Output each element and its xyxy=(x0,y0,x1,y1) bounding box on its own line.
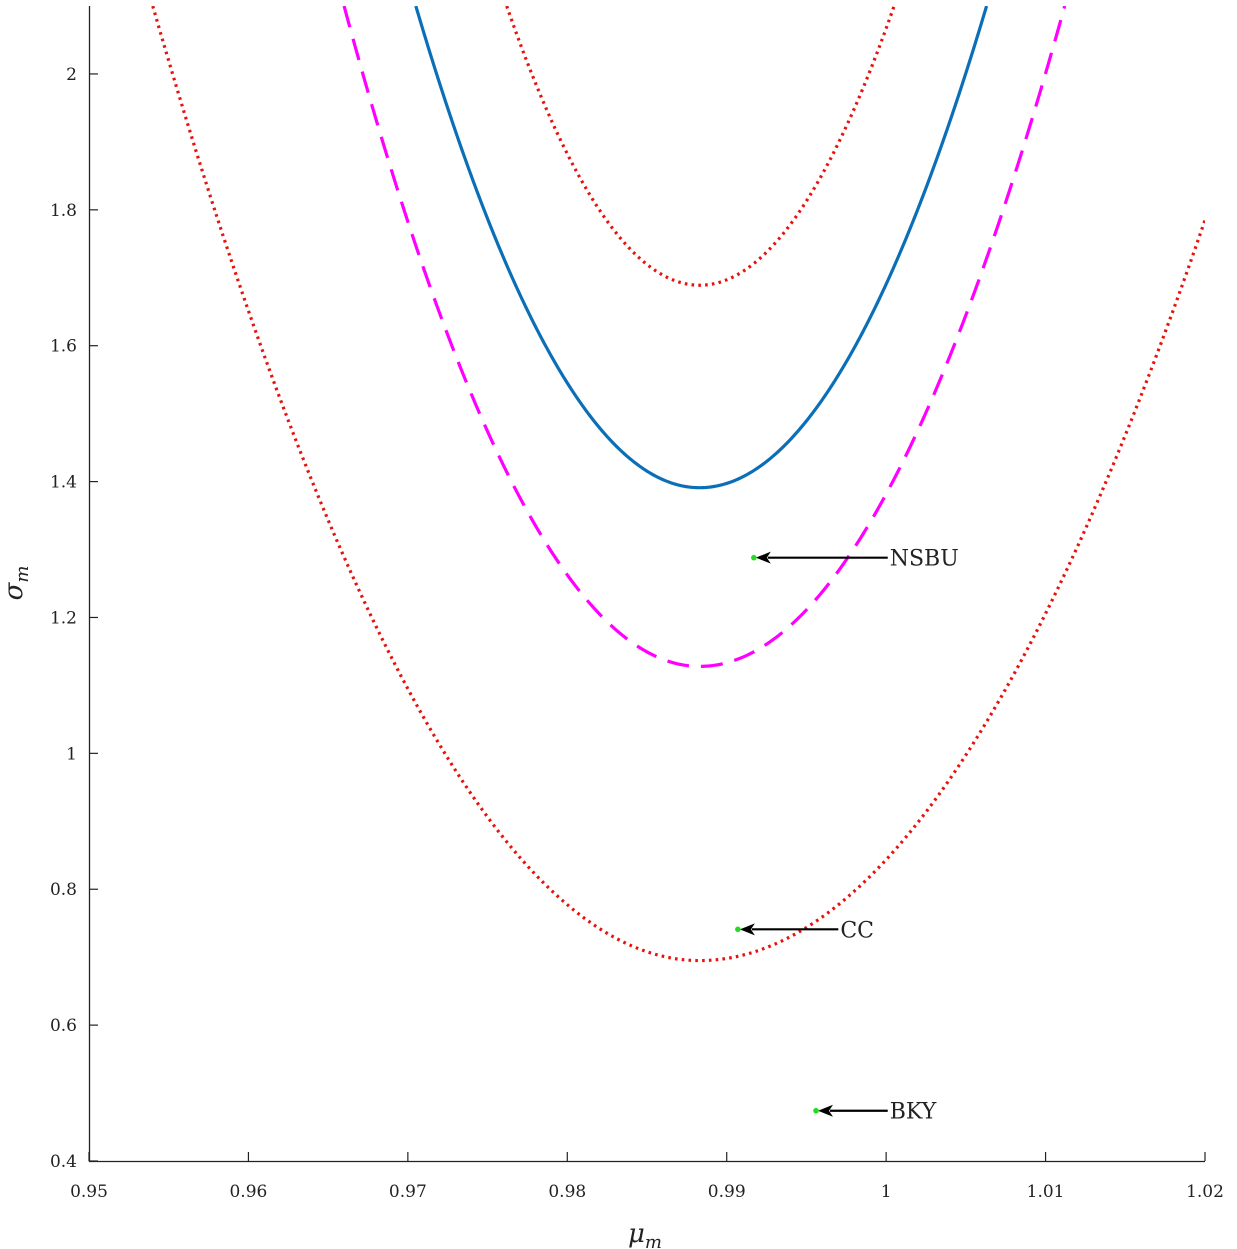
point-annotations: NSBU CC BKY xyxy=(735,547,959,1125)
x-tick-label: 0.96 xyxy=(229,1182,267,1202)
annotation-arrowhead xyxy=(817,1104,833,1117)
x-ticks: 0.95 0.96 0.97 0.98 0.99 1 1.01 1.02 xyxy=(70,1152,1224,1202)
x-tick-label: 0.95 xyxy=(70,1182,108,1202)
point-label: CC xyxy=(840,918,874,943)
x-axis-label: μm xyxy=(628,1219,662,1249)
x-tick-label: 0.98 xyxy=(548,1182,586,1202)
curves-layer xyxy=(151,6,1205,963)
data-point xyxy=(813,1107,819,1114)
x-axis-label-subscript: m xyxy=(645,1232,662,1249)
y-axis-label: σm xyxy=(0,566,33,601)
x-tick-label: 1 xyxy=(881,1182,892,1202)
y-tick-label: 1.6 xyxy=(50,337,77,357)
series-curve-4 xyxy=(505,6,896,287)
y-ticks: 0.4 0.6 0.8 1 1.2 1.4 1.6 1.8 2 xyxy=(50,65,98,1172)
y-tick-label: 1.8 xyxy=(50,201,77,221)
series-curve-3 xyxy=(414,6,989,490)
series-curve-2 xyxy=(342,6,1067,668)
y-tick-label: 0.6 xyxy=(50,1016,77,1036)
annotation-arrowhead xyxy=(739,923,755,936)
y-tick-label: 1 xyxy=(66,744,77,764)
y-axis-label-symbol: σ xyxy=(0,581,29,600)
x-tick-label: 0.97 xyxy=(389,1182,427,1202)
x-tick-label: 1.02 xyxy=(1186,1182,1224,1202)
point-label: BKY xyxy=(890,1100,937,1125)
y-tick-label: 0.8 xyxy=(50,880,77,900)
point-label: NSBU xyxy=(890,547,959,572)
data-point xyxy=(735,926,741,933)
annotation-arrowhead xyxy=(755,551,771,564)
y-tick-label: 2 xyxy=(66,65,77,85)
y-tick-label: 1.2 xyxy=(50,608,77,628)
y-tick-label: 1.4 xyxy=(50,473,77,493)
x-axis-label-symbol: μ xyxy=(628,1219,645,1249)
axes xyxy=(88,6,1205,1163)
data-point xyxy=(751,554,757,561)
y-tick-label: 0.4 xyxy=(50,1152,77,1172)
y-axis-label-subscript: m xyxy=(12,566,33,583)
x-tick-label: 0.99 xyxy=(708,1182,746,1202)
series-curve-1 xyxy=(151,6,1205,963)
x-tick-label: 1.01 xyxy=(1027,1182,1065,1202)
